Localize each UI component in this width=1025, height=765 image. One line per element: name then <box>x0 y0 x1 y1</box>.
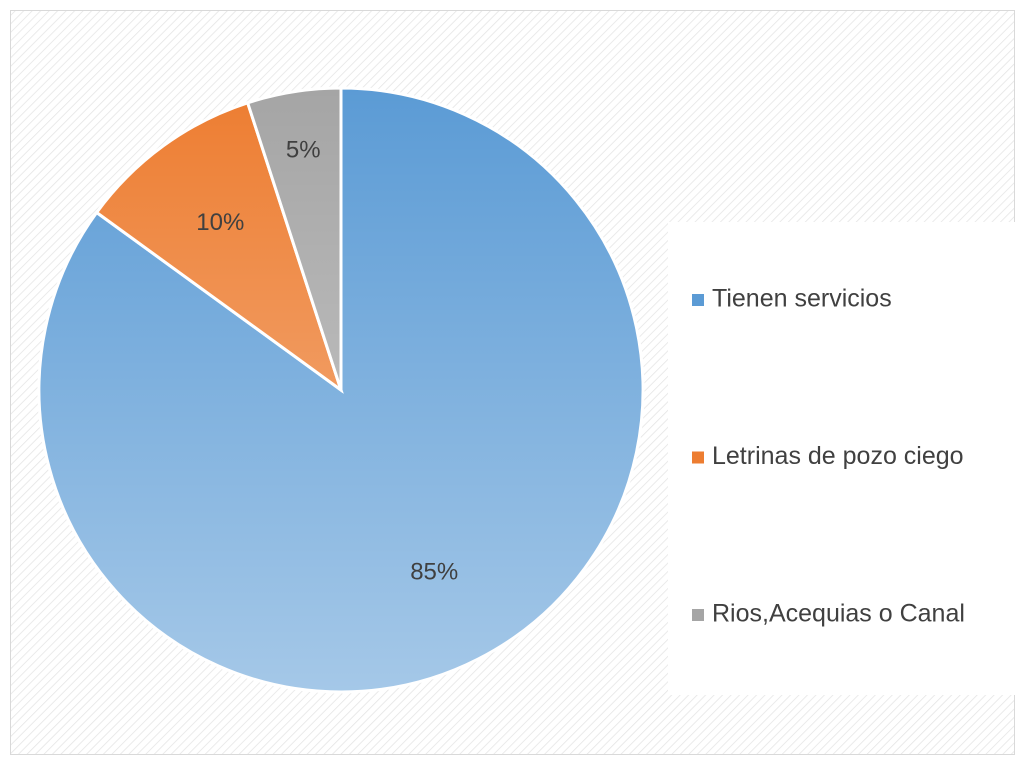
data-label: 5% <box>286 137 321 164</box>
legend-marker <box>692 451 704 464</box>
legend-box <box>668 222 1015 695</box>
legend: Tienen servicios Letrinas de pozo ciego Ri… <box>692 285 965 628</box>
legend-label: Tienen servicios <box>712 285 892 313</box>
legend-marker <box>692 294 704 306</box>
legend-marker <box>692 609 704 621</box>
legend-label: Rios,Acequias o Canal <box>712 600 965 628</box>
data-label: 85% <box>410 558 458 585</box>
legend-label: Letrinas de pozo ciego <box>712 442 964 470</box>
data-label: 10% <box>196 209 244 236</box>
pie: 85% 10% 5% <box>37 86 645 694</box>
